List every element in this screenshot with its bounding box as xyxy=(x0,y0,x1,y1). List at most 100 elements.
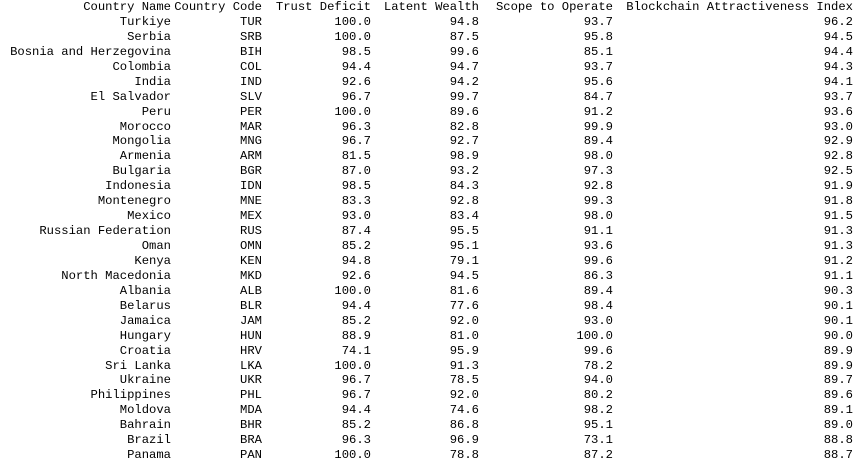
column-header-trust-deficit: Trust Deficit xyxy=(275,0,371,14)
cell-scope-to-operate: 89.4 xyxy=(583,283,613,298)
table-row: Indonesia IDN 98.5 84.3 92.8 91.9 xyxy=(0,179,853,194)
table-row: Morocco MAR 96.3 82.8 99.9 93.0 xyxy=(0,120,853,135)
cell-latent-wealth: 77.6 xyxy=(449,298,479,313)
table-row: Panama PAN 100.0 78.8 87.2 88.7 xyxy=(0,448,853,463)
cell-latent-wealth: 96.9 xyxy=(449,433,479,448)
cell-scope-to-operate: 73.1 xyxy=(583,433,613,448)
cell-scope-to-operate: 94.0 xyxy=(583,373,613,388)
cell-blockchain-attractiveness-index: 92.5 xyxy=(823,164,853,179)
cell-scope-to-operate: 92.8 xyxy=(583,179,613,194)
cell-scope-to-operate: 95.6 xyxy=(583,74,613,89)
cell-blockchain-attractiveness-index: 92.8 xyxy=(823,149,853,164)
cell-scope-to-operate: 100.0 xyxy=(576,328,613,343)
cell-trust-deficit: 100.0 xyxy=(334,14,371,29)
cell-blockchain-attractiveness-index: 88.8 xyxy=(823,433,853,448)
table-row: Croatia HRV 74.1 95.9 99.6 89.9 xyxy=(0,344,853,359)
cell-country-code: TUR xyxy=(240,14,262,29)
cell-blockchain-attractiveness-index: 90.0 xyxy=(823,328,853,343)
table-row: Bosnia and Herzegovina BIH 98.5 99.6 85.1 94.… xyxy=(0,45,853,60)
cell-latent-wealth: 84.3 xyxy=(449,179,479,194)
cell-country-name: Montenegro xyxy=(97,194,171,209)
cell-blockchain-attractiveness-index: 90.3 xyxy=(823,283,853,298)
cell-latent-wealth: 78.8 xyxy=(449,448,479,463)
cell-country-code: LKA xyxy=(240,358,262,373)
cell-trust-deficit: 96.3 xyxy=(341,119,371,134)
cell-country-name: Albania xyxy=(119,283,171,298)
cell-trust-deficit: 100.0 xyxy=(334,104,371,119)
cell-country-name: Mexico xyxy=(127,209,171,224)
cell-trust-deficit: 98.5 xyxy=(341,179,371,194)
table-row: Peru PER 100.0 89.6 91.2 93.6 xyxy=(0,105,853,120)
table-header: Country Name Country Code Trust Deficit … xyxy=(0,0,853,15)
cell-scope-to-operate: 97.3 xyxy=(583,164,613,179)
cell-blockchain-attractiveness-index: 89.7 xyxy=(823,373,853,388)
table-row: Philippines PHL 96.7 92.0 80.2 89.6 xyxy=(0,388,853,403)
cell-latent-wealth: 94.2 xyxy=(449,74,479,89)
cell-trust-deficit: 85.2 xyxy=(341,239,371,253)
cell-country-name: Kenya xyxy=(134,253,171,268)
cell-blockchain-attractiveness-index: 89.6 xyxy=(823,388,853,403)
cell-trust-deficit: 100.0 xyxy=(334,448,371,463)
cell-country-name: Sri Lanka xyxy=(105,358,171,373)
table-row: Brazil BRA 96.3 96.9 73.1 88.8 xyxy=(0,433,853,448)
cell-country-name: India xyxy=(134,74,171,89)
cell-country-name: Croatia xyxy=(119,343,171,358)
cell-country-code: MEX xyxy=(240,209,262,224)
cell-blockchain-attractiveness-index: 91.1 xyxy=(823,268,853,283)
table-row: Ukraine UKR 96.7 78.5 94.0 89.7 xyxy=(0,373,853,388)
cell-country-name: Ukraine xyxy=(119,373,171,388)
cell-scope-to-operate: 86.3 xyxy=(583,268,613,283)
table-row: North Macedonia MKD 92.6 94.5 86.3 91.1 xyxy=(0,269,853,284)
cell-country-name: Moldova xyxy=(119,403,171,418)
cell-country-code: SRB xyxy=(240,29,262,44)
cell-blockchain-attractiveness-index: 90.1 xyxy=(823,313,853,328)
table-row: Bahrain BHR 85.2 86.8 95.1 89.0 xyxy=(0,418,853,433)
cell-trust-deficit: 81.5 xyxy=(341,149,371,164)
cell-scope-to-operate: 91.1 xyxy=(583,224,613,239)
cell-latent-wealth: 95.5 xyxy=(449,224,479,239)
table-row: Mexico MEX 93.0 83.4 98.0 91.5 xyxy=(0,209,853,224)
cell-country-code: HRV xyxy=(240,343,262,358)
table-row: Mongolia MNG 96.7 92.7 89.4 92.9 xyxy=(0,134,853,149)
cell-scope-to-operate: 98.2 xyxy=(583,403,613,418)
cell-trust-deficit: 100.0 xyxy=(334,358,371,373)
cell-latent-wealth: 81.6 xyxy=(449,283,479,298)
cell-country-name: Hungary xyxy=(119,328,171,343)
cell-country-code: IND xyxy=(240,74,262,89)
cell-country-code: COL xyxy=(240,59,262,74)
table-row: Oman OMN 85.2 95.1 93.6 91.3 xyxy=(0,239,853,254)
cell-trust-deficit: 96.7 xyxy=(341,373,371,388)
cell-latent-wealth: 92.0 xyxy=(449,313,479,328)
cell-scope-to-operate: 99.6 xyxy=(583,343,613,358)
table-row: Belarus BLR 94.4 77.6 98.4 90.1 xyxy=(0,299,853,314)
table-row: Kenya KEN 94.8 79.1 99.6 91.2 xyxy=(0,254,853,269)
table-row: Colombia COL 94.4 94.7 93.7 94.3 xyxy=(0,60,853,75)
cell-latent-wealth: 92.8 xyxy=(449,194,479,209)
cell-blockchain-attractiveness-index: 89.9 xyxy=(823,343,853,358)
cell-country-code: UKR xyxy=(240,373,262,388)
cell-latent-wealth: 79.1 xyxy=(449,253,479,268)
cell-country-name: North Macedonia xyxy=(61,268,171,283)
cell-latent-wealth: 94.5 xyxy=(449,268,479,283)
cell-trust-deficit: 87.4 xyxy=(341,224,371,239)
cell-latent-wealth: 83.4 xyxy=(449,209,479,224)
cell-scope-to-operate: 87.2 xyxy=(583,448,613,463)
column-header-blockchain-attractiveness-index: Blockchain Attractiveness Index xyxy=(626,0,853,14)
cell-blockchain-attractiveness-index: 91.5 xyxy=(823,209,853,224)
cell-latent-wealth: 87.5 xyxy=(449,29,479,44)
cell-blockchain-attractiveness-index: 91.3 xyxy=(823,239,853,253)
cell-blockchain-attractiveness-index: 93.6 xyxy=(823,104,853,119)
cell-country-name: Panama xyxy=(127,448,171,463)
table-row: Russian Federation RUS 87.4 95.5 91.1 91.3 xyxy=(0,224,853,239)
cell-trust-deficit: 93.0 xyxy=(341,209,371,224)
cell-trust-deficit: 92.6 xyxy=(341,74,371,89)
column-header-country-name: Country Name xyxy=(83,0,171,14)
cell-country-code: BRA xyxy=(240,433,262,448)
cell-country-name: Russian Federation xyxy=(39,224,171,239)
cell-country-code: BIH xyxy=(240,44,262,59)
cell-latent-wealth: 99.6 xyxy=(449,44,479,59)
cell-blockchain-attractiveness-index: 89.0 xyxy=(823,418,853,433)
cell-latent-wealth: 93.2 xyxy=(449,164,479,179)
cell-scope-to-operate: 93.7 xyxy=(583,59,613,74)
